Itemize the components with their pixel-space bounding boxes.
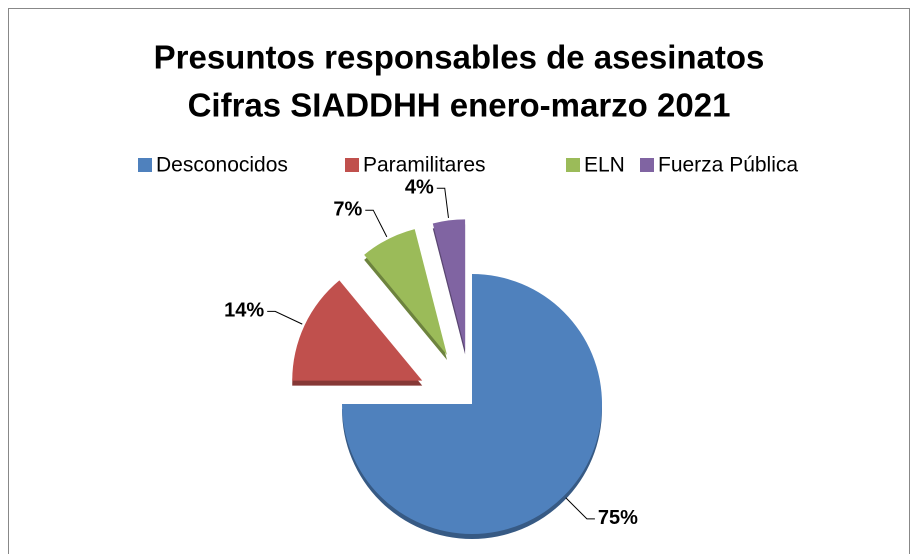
legend-label: Desconocidos bbox=[156, 154, 288, 177]
leader-line bbox=[365, 209, 388, 238]
chart-title: Cifras SIADDHH enero-marzo 2021 bbox=[188, 87, 731, 124]
pie: 75% 14% 7% 4% bbox=[224, 176, 638, 539]
leader-line bbox=[267, 310, 303, 325]
data-label: 7% bbox=[333, 198, 362, 220]
chart-title: Presuntos responsables de asesinatos bbox=[154, 39, 765, 76]
leader-line bbox=[565, 497, 595, 520]
data-label: 4% bbox=[405, 176, 434, 198]
legend-swatch bbox=[640, 158, 654, 172]
slice bbox=[342, 274, 602, 534]
slice bbox=[432, 219, 466, 350]
legend-swatch bbox=[345, 158, 359, 172]
slice bbox=[364, 229, 448, 355]
legend: Desconocidos Paramilitares ELN Fuerza Públi… bbox=[138, 154, 798, 177]
legend-label: Fuerza Pública bbox=[658, 154, 798, 177]
legend-swatch bbox=[138, 158, 152, 172]
data-label: 75% bbox=[598, 507, 638, 529]
slice bbox=[292, 280, 423, 381]
legend-label: Paramilitares bbox=[363, 154, 486, 177]
legend-swatch bbox=[566, 158, 580, 172]
data-label: 14% bbox=[224, 300, 264, 322]
leader-line bbox=[436, 187, 449, 218]
legend-label: ELN bbox=[584, 154, 625, 177]
